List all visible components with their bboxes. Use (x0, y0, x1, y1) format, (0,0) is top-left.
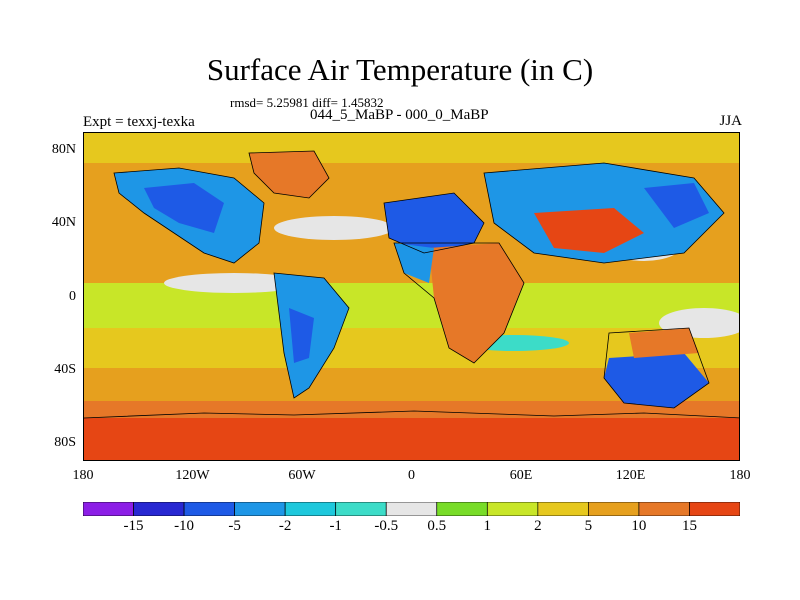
map-svg (84, 133, 739, 460)
patch-atlantic-pale (274, 216, 394, 240)
colorbar-label-10: 10 (631, 518, 647, 534)
colorbar-label-11: 15 (681, 518, 697, 534)
lon-tick-2: 60W (288, 468, 316, 483)
coast-north-america (113, 167, 265, 264)
lat-tick-0: 0 (69, 288, 76, 304)
europe-cold (384, 193, 484, 253)
africa-warm (429, 243, 524, 363)
colorbar-label-4: -1 (329, 518, 342, 534)
colorbar-segment-6 (385, 502, 438, 516)
colorbar-label-9: 5 (584, 518, 593, 534)
colorbar-segment-9 (537, 502, 589, 516)
siberia-core (644, 183, 709, 228)
coast-africa (393, 242, 525, 364)
colorbar-segment-3 (234, 502, 286, 516)
lon-tick-3: 0 (408, 468, 415, 483)
plot-title: Surface Air Temperature (in C) (206, 52, 594, 87)
colorbar-label-2: -5 (228, 518, 241, 534)
lat-tick-80s: 80S (54, 434, 76, 450)
central-asia-warm (534, 208, 644, 253)
lat-tick-80n: 80N (51, 142, 76, 158)
coast-australia (603, 327, 710, 409)
colorbar-label-3: -2 (278, 518, 292, 534)
north-america-core (144, 183, 224, 233)
temperature-map (83, 132, 740, 461)
australia-cold (604, 353, 709, 408)
lon-tick-0: 180 (72, 468, 94, 483)
colorbar-label-7: 1 (483, 518, 492, 534)
colorbar-label-5: -0.5 (374, 518, 399, 534)
colorbar-segment-10 (588, 502, 640, 516)
lon-tick-6: 180 (729, 468, 751, 483)
colorbar-label-6: 0.5 (427, 518, 447, 534)
patch-pacific-pale (164, 273, 304, 293)
lon-tick-1: 120W (175, 468, 210, 483)
lon-tick-5: 120E (615, 468, 646, 483)
colorbar-label-0: -15 (123, 518, 144, 534)
period-label: 044_5_MaBP - 000_0_MaBP (310, 107, 489, 123)
colorbar-label-8: 2 (534, 518, 542, 534)
colorbar-segment-12 (689, 502, 740, 516)
band-tropics (84, 283, 739, 333)
colorbar-segment-2 (183, 502, 235, 516)
coast-south-america (273, 272, 350, 399)
band-antarctic (84, 418, 739, 460)
stats-label: rmsd= 5.25981 diff= 1.45832 (230, 95, 384, 110)
colorbar (83, 502, 740, 516)
north-australia-warm (629, 328, 699, 358)
season-label: JJA (719, 113, 742, 129)
colorbar-segment-4 (284, 502, 337, 516)
colorbar-segment-1 (133, 502, 185, 516)
south-america-core (289, 308, 314, 363)
coast-antarctica (84, 410, 739, 419)
colorbar-label-1: -10 (174, 518, 195, 534)
coast-asia (483, 162, 725, 264)
lon-tick-4: 60E (509, 468, 533, 483)
colorbar-segment-5 (335, 502, 387, 516)
greenland-warm (249, 151, 329, 198)
band-arctic (84, 133, 739, 163)
experiment-label: Expt = texxj-texka (83, 114, 195, 130)
colorbar-segment-8 (486, 502, 539, 516)
lat-tick-40n: 40N (51, 215, 76, 231)
lat-tick-40s: 40S (54, 361, 76, 377)
coast-greenland (248, 150, 330, 199)
colorbar-segment-0 (83, 502, 134, 516)
colorbar-segment-7 (436, 502, 488, 516)
coastlines (84, 150, 739, 419)
colorbar-segment-11 (638, 502, 690, 516)
